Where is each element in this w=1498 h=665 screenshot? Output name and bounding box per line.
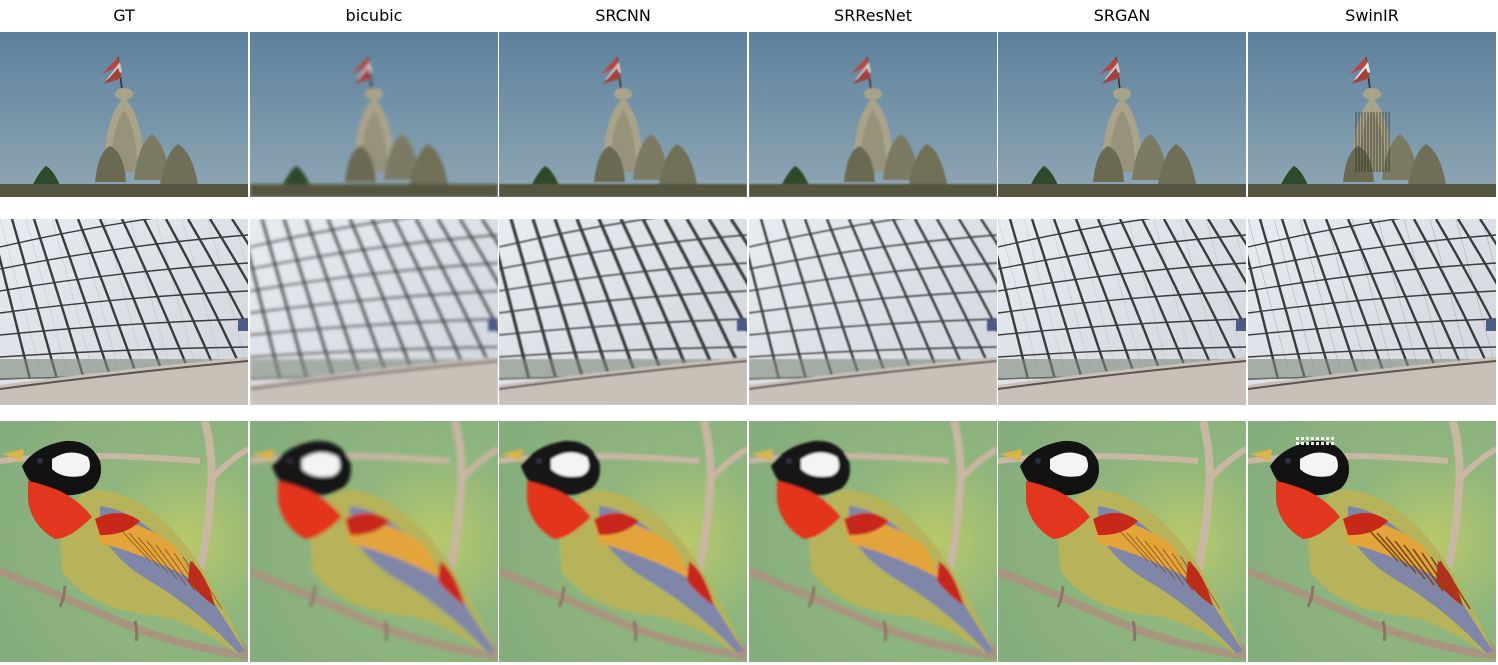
bird-image-bicubic	[250, 421, 498, 662]
bird-image-srresnet	[749, 421, 997, 662]
station-image-bicubic	[250, 219, 498, 405]
column-title-bicubic: bicubic	[345, 6, 403, 25]
bird-image-srcnn	[499, 421, 747, 662]
temple-image-gt	[0, 32, 248, 197]
temple-image-srgan	[998, 32, 1246, 197]
temple-image-srcnn	[499, 32, 747, 197]
temple-image-bicubic	[250, 32, 498, 197]
temple-image-srresnet	[749, 32, 997, 197]
bird-image-swinir	[1248, 421, 1496, 662]
station-image-srgan	[998, 219, 1246, 405]
station-image-srcnn	[499, 219, 747, 405]
temple-image-swinir	[1248, 32, 1496, 197]
bird-image-srgan	[998, 421, 1246, 662]
column-title-srcnn: SRCNN	[595, 6, 651, 25]
station-image-srresnet	[749, 219, 997, 405]
column-title-srgan: SRGAN	[1093, 6, 1151, 25]
column-header-row: GT bicubic SRCNN SRResNet SRGAN SwinIR	[0, 0, 1498, 32]
bird-image-gt	[0, 421, 248, 662]
column-title-swinir: SwinIR	[1345, 6, 1399, 25]
station-image-swinir	[1248, 219, 1496, 405]
column-title-srresnet: SRResNet	[834, 6, 912, 25]
column-title-gt: GT	[113, 6, 135, 25]
station-image-gt	[0, 219, 248, 405]
